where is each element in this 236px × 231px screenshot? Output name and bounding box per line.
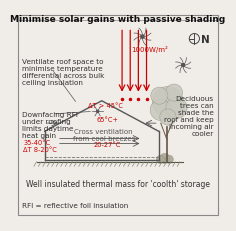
Text: ΔT > 45°C: ΔT > 45°C	[88, 102, 123, 108]
Text: N: N	[201, 34, 210, 44]
Circle shape	[160, 109, 176, 126]
Circle shape	[151, 88, 168, 105]
Text: Ventilate roof space to
minimise temperature
differential across bulk
ceiling in: Ventilate roof space to minimise tempera…	[22, 59, 105, 86]
Circle shape	[166, 98, 187, 119]
Circle shape	[153, 87, 183, 118]
Circle shape	[150, 100, 171, 121]
Text: 65°C+: 65°C+	[97, 116, 119, 122]
Circle shape	[182, 64, 185, 67]
Text: Cross ventilation
from cool breezes: Cross ventilation from cool breezes	[73, 129, 135, 142]
Circle shape	[141, 36, 144, 39]
Circle shape	[160, 154, 170, 164]
Text: 35-40°C
ΔT 8-20°C: 35-40°C ΔT 8-20°C	[23, 140, 57, 153]
Circle shape	[156, 156, 164, 164]
Circle shape	[165, 156, 173, 164]
Circle shape	[97, 111, 99, 113]
Text: RFI = reflective foil insulation: RFI = reflective foil insulation	[22, 202, 129, 208]
Text: 1000W/m²: 1000W/m²	[131, 46, 168, 52]
Text: Minimise solar gains with passive shading: Minimise solar gains with passive shadin…	[10, 15, 226, 24]
Circle shape	[165, 85, 183, 102]
Text: Downfacing RFI
under roofing
limits daytime
heat gain: Downfacing RFI under roofing limits dayt…	[22, 111, 78, 138]
Text: Well insulated thermal mass for 'coolth' storage: Well insulated thermal mass for 'coolth'…	[26, 179, 210, 188]
Text: 20-27°C: 20-27°C	[93, 142, 121, 148]
Text: Deciduous
trees can
shade the
roof and keep
incoming air
cooler: Deciduous trees can shade the roof and k…	[164, 95, 214, 136]
